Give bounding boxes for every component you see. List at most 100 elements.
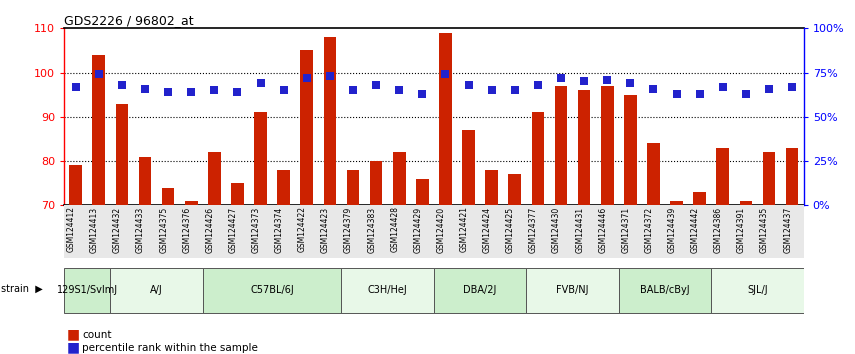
- Text: GDS2226 / 96802_at: GDS2226 / 96802_at: [64, 14, 194, 27]
- Bar: [92, 55, 105, 205]
- Text: GSM124412: GSM124412: [67, 206, 76, 252]
- Point: [646, 86, 660, 91]
- Text: DBA/2J: DBA/2J: [463, 285, 497, 295]
- Text: GSM124424: GSM124424: [483, 206, 492, 252]
- Point: [369, 82, 383, 88]
- Point: [208, 87, 221, 93]
- Bar: [185, 201, 198, 205]
- Point: [739, 91, 752, 97]
- Bar: [693, 192, 706, 205]
- Bar: [619, 268, 711, 313]
- Bar: [346, 170, 359, 205]
- Text: GSM124429: GSM124429: [413, 206, 422, 252]
- Bar: [624, 95, 637, 205]
- Point: [231, 89, 245, 95]
- Bar: [439, 33, 451, 205]
- Bar: [64, 268, 110, 313]
- Text: GSM124376: GSM124376: [182, 206, 192, 253]
- Bar: [711, 268, 804, 313]
- Text: GSM124386: GSM124386: [714, 206, 722, 252]
- Bar: [555, 86, 568, 205]
- Text: ■: ■: [67, 327, 80, 342]
- Text: SJL/J: SJL/J: [747, 285, 768, 295]
- Bar: [323, 37, 336, 205]
- Bar: [433, 268, 527, 313]
- Point: [462, 82, 475, 88]
- Text: GSM124420: GSM124420: [436, 206, 445, 252]
- Point: [439, 72, 452, 77]
- Text: GSM124379: GSM124379: [344, 206, 353, 253]
- Text: GSM124413: GSM124413: [90, 206, 99, 252]
- Point: [139, 86, 152, 91]
- Point: [577, 79, 591, 84]
- Text: GSM124383: GSM124383: [367, 206, 376, 252]
- Bar: [532, 112, 545, 205]
- Text: percentile rank within the sample: percentile rank within the sample: [82, 343, 258, 353]
- Point: [392, 87, 406, 93]
- Bar: [277, 170, 290, 205]
- Point: [600, 77, 614, 82]
- Bar: [647, 143, 660, 205]
- Text: C3H/HeJ: C3H/HeJ: [368, 285, 408, 295]
- Point: [785, 84, 799, 90]
- Text: 129S1/SvImJ: 129S1/SvImJ: [56, 285, 118, 295]
- Point: [346, 87, 360, 93]
- Bar: [162, 188, 174, 205]
- Point: [115, 82, 129, 88]
- Bar: [786, 148, 799, 205]
- Bar: [115, 103, 128, 205]
- Text: GSM124422: GSM124422: [298, 206, 307, 252]
- Bar: [509, 174, 522, 205]
- Text: GSM124437: GSM124437: [783, 206, 792, 253]
- Point: [323, 73, 337, 79]
- Point: [762, 86, 775, 91]
- Bar: [416, 179, 428, 205]
- Bar: [393, 152, 405, 205]
- Bar: [341, 268, 433, 313]
- Bar: [110, 268, 203, 313]
- Bar: [670, 201, 683, 205]
- Point: [669, 91, 683, 97]
- Point: [554, 75, 568, 81]
- Text: GSM124435: GSM124435: [760, 206, 769, 253]
- Bar: [231, 183, 244, 205]
- Bar: [527, 268, 619, 313]
- Bar: [300, 50, 313, 205]
- Point: [277, 87, 291, 93]
- Point: [485, 87, 498, 93]
- Point: [185, 89, 198, 95]
- Text: C57BL/6J: C57BL/6J: [251, 285, 294, 295]
- Point: [254, 80, 268, 86]
- Text: ■: ■: [67, 341, 80, 354]
- Text: BALB/cByJ: BALB/cByJ: [640, 285, 690, 295]
- Point: [162, 89, 175, 95]
- Text: GSM124377: GSM124377: [529, 206, 538, 253]
- Bar: [139, 156, 151, 205]
- Point: [716, 84, 729, 90]
- Text: strain  ▶: strain ▶: [1, 284, 43, 293]
- Point: [623, 80, 637, 86]
- Text: GSM124371: GSM124371: [622, 206, 630, 252]
- Point: [531, 82, 545, 88]
- Text: GSM124423: GSM124423: [321, 206, 330, 252]
- Text: GSM124421: GSM124421: [460, 206, 469, 252]
- Text: GSM124426: GSM124426: [205, 206, 215, 252]
- Bar: [763, 152, 775, 205]
- Bar: [369, 161, 382, 205]
- Text: GSM124427: GSM124427: [228, 206, 238, 252]
- Text: GSM124373: GSM124373: [251, 206, 261, 253]
- Text: GSM124432: GSM124432: [113, 206, 122, 252]
- Text: GSM124391: GSM124391: [737, 206, 746, 252]
- Bar: [69, 165, 82, 205]
- Text: GSM124442: GSM124442: [691, 206, 699, 252]
- Text: GSM124374: GSM124374: [274, 206, 284, 253]
- Point: [416, 91, 429, 97]
- Text: GSM124446: GSM124446: [598, 206, 607, 253]
- Bar: [486, 170, 498, 205]
- Point: [300, 75, 314, 81]
- Bar: [578, 90, 591, 205]
- Text: FVB/NJ: FVB/NJ: [557, 285, 589, 295]
- Point: [92, 72, 106, 77]
- Text: count: count: [82, 330, 112, 339]
- Text: GSM124431: GSM124431: [575, 206, 584, 252]
